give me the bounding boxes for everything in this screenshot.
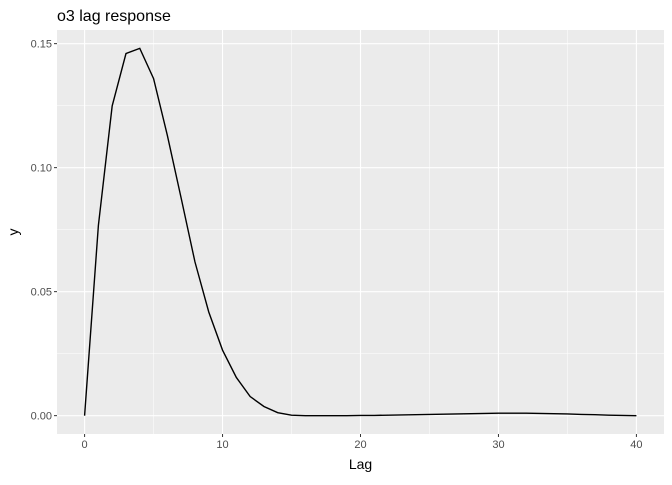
x-tick-label: 40 — [630, 439, 642, 451]
y-tick-label: 0.10 — [31, 163, 52, 175]
chart-title: o3 lag response — [57, 8, 171, 25]
x-tick-label: 10 — [216, 439, 228, 451]
y-axis-label: y — [5, 229, 21, 236]
x-tick-label: 30 — [492, 439, 504, 451]
x-tick-label: 20 — [354, 439, 366, 451]
grid-lines — [57, 30, 664, 434]
series-line — [83, 47, 637, 417]
y-tick-label: 0.15 — [31, 39, 52, 51]
y-tick-label: 0.00 — [31, 411, 52, 423]
x-axis-label: Lag — [349, 456, 372, 472]
y-axis: 0.00 0.05 0.10 0.15 — [31, 39, 57, 423]
y-tick-label: 0.05 — [31, 287, 52, 299]
x-axis: 0 10 20 30 40 — [82, 434, 643, 451]
x-tick-label: 0 — [82, 439, 88, 451]
